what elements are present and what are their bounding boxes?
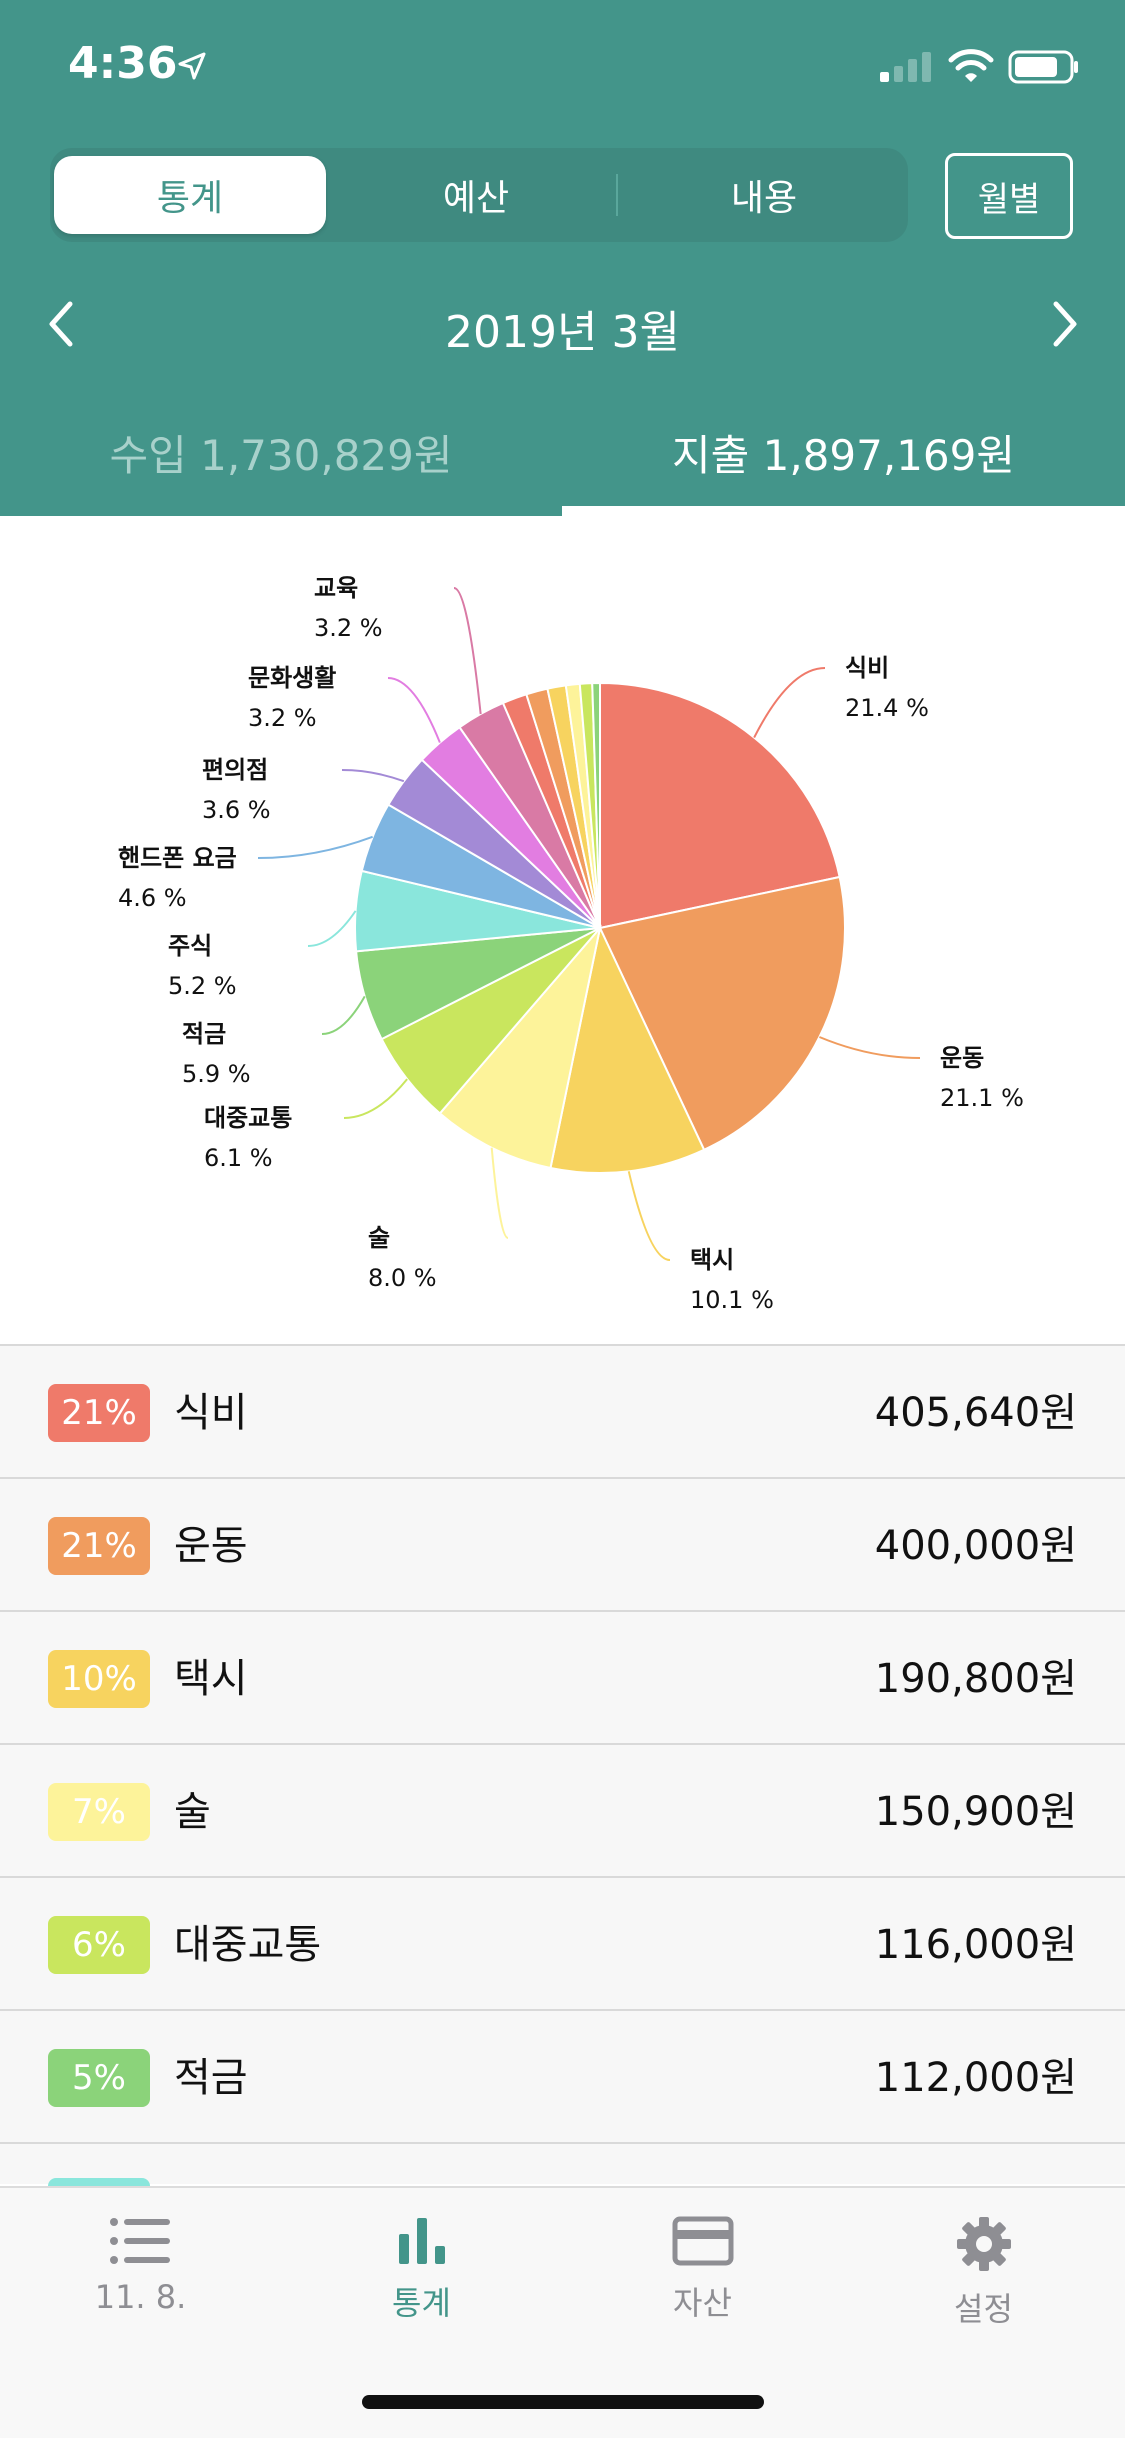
pie-label: 운동 <box>940 1044 984 1072</box>
category-amount: 112,000원 <box>874 2055 1077 2101</box>
percent-badge: 21% <box>48 1384 150 1442</box>
category-row[interactable]: 5% 적금 112,000원 <box>0 2011 1125 2144</box>
percent-badge: 6% <box>48 1916 150 1974</box>
prev-month-icon[interactable] <box>44 296 78 352</box>
percent-badge: 7% <box>48 1783 150 1841</box>
pie-leader-line <box>321 995 366 1035</box>
pie-value-label: 8.0 % <box>368 1264 437 1292</box>
segment-divider <box>616 174 618 216</box>
chart-icon <box>398 2218 445 2264</box>
pie-leader-line <box>453 587 482 715</box>
gear-icon <box>956 2217 1011 2271</box>
segment-budget[interactable]: 예산 <box>442 178 510 219</box>
card-icon <box>672 2216 733 2266</box>
pie-value-label: 3.2 % <box>248 704 317 732</box>
category-name: 술 <box>174 1789 211 1835</box>
next-month-icon[interactable] <box>1048 296 1082 352</box>
pie-leader-line <box>753 667 826 739</box>
pie-value-label: 4.6 % <box>118 884 187 912</box>
percent-badge: 10% <box>48 1650 150 1708</box>
category-name: 대중교통 <box>174 1922 322 1968</box>
category-row[interactable]: 21% 식비 405,640원 <box>0 1346 1125 1479</box>
pie-leader-line <box>341 769 405 783</box>
category-name: 택시 <box>174 1656 248 1702</box>
category-amount: 400,000원 <box>874 1523 1077 1569</box>
month-title: 2019년 3월 <box>445 307 680 358</box>
tab-transactions[interactable]: 11. 8. <box>0 2216 281 2316</box>
wifi-icon <box>948 49 994 82</box>
category-row[interactable]: 21% 운동 400,000원 <box>0 1479 1125 1612</box>
pie-leader-line <box>257 835 373 859</box>
pie-label: 식비 <box>845 654 889 682</box>
percent-badge: 21% <box>48 1517 150 1575</box>
category-row[interactable]: 6% 대중교통 116,000원 <box>0 1878 1125 2011</box>
pie-slice <box>549 924 706 1174</box>
category-name: 운동 <box>174 1523 248 1569</box>
pie-label: 문화생활 <box>248 664 336 692</box>
pie-leader-line <box>490 1147 509 1239</box>
header: 4:36 통계 예산 내용 월별 2019년 3월 수입 1,730,829원 … <box>0 0 1125 516</box>
list-icon <box>109 2218 170 2264</box>
active-tab-indicator <box>562 506 1125 516</box>
category-amount: 116,000원 <box>874 1922 1077 1968</box>
tab-assets[interactable]: 자산 <box>562 2216 843 2324</box>
expense-pie-chart: 식비 21.4 % 운동 21.1 % 택시 10.1 % 술 8.0 % 대중교통 6.1 % 적… <box>118 574 1024 1314</box>
pie-value-label: 10.1 % <box>690 1286 774 1314</box>
pie-label: 편의점 <box>202 756 268 784</box>
expense-tab[interactable]: 지출 1,897,169원 <box>671 431 1016 480</box>
pie-label: 교육 <box>314 574 358 602</box>
category-name: 식비 <box>174 1390 248 1436</box>
pie-label: 핸드폰 요금 <box>118 844 237 872</box>
segment-details[interactable]: 내용 <box>730 178 798 219</box>
category-row[interactable]: 10% 택시 190,800원 <box>0 1612 1125 1745</box>
chart-divider <box>0 1344 1125 1346</box>
category-amount: 190,800원 <box>874 1656 1077 1702</box>
home-indicator <box>362 2395 764 2409</box>
percent-badge: 5% <box>48 2049 150 2107</box>
category-list: 21% 식비 405,640원 21% 운동 400,000원 10% 택시 1… <box>0 1346 1125 2208</box>
category-name: 적금 <box>174 2055 248 2101</box>
pie-leader-line <box>819 1036 921 1059</box>
pie-value-label: 3.6 % <box>202 796 271 824</box>
category-row-partial <box>0 2144 1125 2208</box>
tab-statistics[interactable]: 통계 <box>281 2216 562 2324</box>
pie-label: 적금 <box>182 1020 226 1048</box>
pie-leader-line <box>387 677 441 743</box>
pie-label: 주식 <box>168 932 212 960</box>
tab-settings[interactable]: 설정 <box>843 2216 1124 2330</box>
tab-label: 자산 <box>673 2284 732 2322</box>
pie-label: 술 <box>368 1224 390 1252</box>
pie-leader-line <box>307 910 357 947</box>
pie-leader-line <box>627 1171 671 1261</box>
pie-value-label: 21.4 % <box>845 694 929 722</box>
pie-value-label: 6.1 % <box>204 1144 273 1172</box>
status-time: 4:36 <box>68 38 178 89</box>
pie-leader-line <box>343 1078 408 1119</box>
pie-value-label: 5.2 % <box>168 972 237 1000</box>
view-segmented-control: 통계 예산 내용 <box>50 148 908 242</box>
tab-label: 통계 <box>392 2284 451 2322</box>
category-row[interactable]: 7% 술 150,900원 <box>0 1745 1125 1878</box>
category-amount: 150,900원 <box>874 1789 1077 1835</box>
pie-value-label: 3.2 % <box>314 614 383 642</box>
tab-label: 11. 8. <box>94 2278 187 2316</box>
monthly-button[interactable]: 월별 <box>945 153 1073 239</box>
location-arrow-icon <box>178 52 206 80</box>
battery-icon <box>1008 50 1078 84</box>
category-amount: 405,640원 <box>874 1390 1077 1436</box>
pie-slice <box>591 681 601 929</box>
cellular-signal-icon <box>880 52 931 82</box>
pie-label: 택시 <box>690 1246 734 1274</box>
pie-value-label: 21.1 % <box>940 1084 1024 1112</box>
income-tab[interactable]: 수입 1,730,829원 <box>109 431 453 480</box>
tab-label: 설정 <box>954 2290 1013 2328</box>
pie-value-label: 5.9 % <box>182 1060 251 1088</box>
segment-statistics[interactable]: 통계 <box>54 156 326 234</box>
pie-label: 대중교통 <box>204 1104 292 1132</box>
